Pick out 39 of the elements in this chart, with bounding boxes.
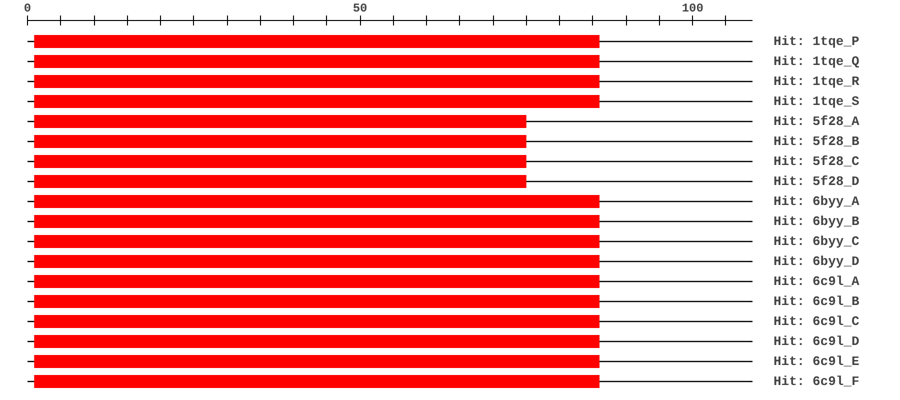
- y-tick-label: Hit: 6c9l_B: [774, 294, 860, 309]
- y-tick-label: Hit: 6c9l_C: [774, 314, 860, 329]
- y-tick-label: Hit: 5f28_A: [774, 114, 860, 129]
- x-tick-label: 50: [352, 2, 368, 16]
- y-tick-label: Hit: 5f28_B: [774, 134, 860, 149]
- bar: [34, 135, 526, 148]
- bar: [34, 375, 600, 388]
- bar: [34, 155, 526, 168]
- y-tick-label: Hit: 5f28_C: [774, 154, 860, 169]
- bar: [34, 355, 600, 368]
- bar: [34, 255, 600, 268]
- y-tick-label: Hit: 6c9l_E: [774, 354, 860, 369]
- y-tick-label: Hit: 1tqe_P: [774, 34, 860, 49]
- y-tick-label: Hit: 6c9l_A: [774, 274, 860, 289]
- bar: [34, 235, 600, 248]
- y-tick-label: Hit: 5f28_D: [774, 174, 860, 189]
- bar: [34, 175, 526, 188]
- bar: [34, 315, 600, 328]
- y-tick-label: Hit: 1tqe_Q: [774, 54, 860, 69]
- bar: [34, 55, 600, 68]
- bar: [34, 35, 600, 48]
- y-tick-label: Hit: 6byy_D: [774, 254, 860, 269]
- y-tick-label: Hit: 6c9l_F: [774, 374, 860, 389]
- y-tick-label: Hit: 6byy_A: [774, 194, 860, 209]
- y-tick-label: Hit: 6byy_B: [774, 214, 860, 229]
- bar: [34, 215, 600, 228]
- bar: [34, 95, 600, 108]
- bar: [34, 195, 600, 208]
- bar: [34, 115, 526, 128]
- bar: [34, 75, 600, 88]
- y-tick-label: Hit: 1tqe_R: [774, 74, 860, 89]
- bar: [34, 275, 600, 288]
- x-tick-label: 0: [24, 2, 32, 16]
- y-tick-label: Hit: 6byy_C: [774, 234, 860, 249]
- y-tick-label: Hit: 6c9l_D: [774, 334, 860, 349]
- bar: [34, 295, 600, 308]
- bar: [34, 335, 600, 348]
- y-tick-label: Hit: 1tqe_S: [774, 94, 860, 109]
- x-tick-label: 100: [682, 2, 704, 16]
